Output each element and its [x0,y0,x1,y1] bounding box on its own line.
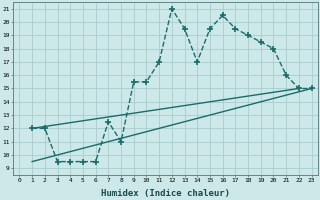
X-axis label: Humidex (Indice chaleur): Humidex (Indice chaleur) [101,189,230,198]
